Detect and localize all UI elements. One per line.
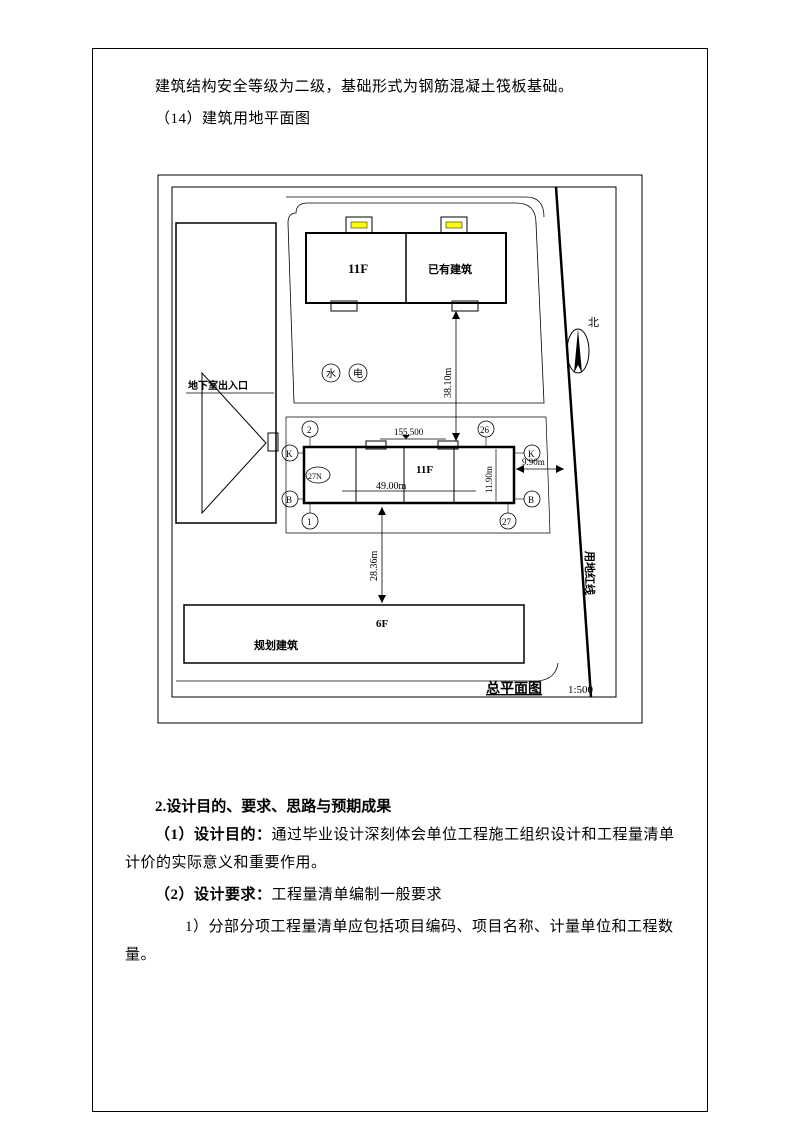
svg-text:27: 27 [502, 517, 512, 527]
section-2-title: 2.设计目的、要求、思路与预期成果 [125, 793, 675, 821]
site-plan-diagram: 用地红线 北 11F 已有建筑 [125, 173, 675, 733]
svg-text:11F: 11F [416, 464, 433, 476]
p-sub1: 1）分部分项工程量清单应包括项目编码、项目名称、计量单位和工程数量。 [125, 913, 675, 969]
svg-text:49.00m: 49.00m [376, 481, 407, 492]
label-require: （2）设计要求： [155, 887, 272, 903]
svg-text:用地红线: 用地红线 [583, 551, 597, 595]
svg-text:K: K [286, 449, 293, 459]
svg-text:总平面图: 总平面图 [486, 680, 542, 697]
svg-text:28.36m: 28.36m [369, 551, 380, 582]
svg-text:规划建筑: 规划建筑 [254, 638, 298, 652]
p-purpose: （1）设计目的：通过毕业设计深刻体会单位工程施工组织设计和工程量清单计价的实际意… [125, 821, 675, 877]
svg-text:B: B [528, 495, 534, 505]
svg-text:6F: 6F [376, 618, 389, 630]
intro-line-1: 建筑结构安全等级为二级，基础形式为钢筋混凝土筏板基础。 [125, 73, 675, 101]
svg-text:1: 1 [307, 517, 312, 527]
svg-text:已有建筑: 已有建筑 [428, 262, 472, 276]
svg-text:地下室出入口: 地下室出入口 [188, 379, 248, 392]
svg-text:北: 北 [588, 316, 599, 329]
svg-text:11F: 11F [348, 261, 368, 276]
svg-text:38.10m: 38.10m [443, 368, 454, 399]
svg-text:1:500: 1:500 [568, 684, 594, 696]
svg-text:B: B [286, 495, 292, 505]
svg-text:11.90m: 11.90m [484, 466, 494, 493]
site-plan-svg: 用地红线 北 11F 已有建筑 [146, 173, 654, 733]
p-require: （2）设计要求：工程量清单编制一般要求 [125, 881, 675, 909]
svg-text:27N: 27N [308, 472, 322, 481]
svg-text:水: 水 [326, 368, 336, 380]
svg-text:26: 26 [480, 425, 490, 435]
svg-text:2: 2 [307, 425, 312, 435]
intro-line-2: （14）建筑用地平面图 [125, 105, 675, 133]
svg-text:电: 电 [353, 367, 363, 380]
label-purpose: （1）设计目的： [155, 827, 272, 843]
text-require: 工程量清单编制一般要求 [272, 887, 443, 903]
svg-text:9.90m: 9.90m [522, 457, 545, 467]
svg-text:155,500: 155,500 [394, 427, 424, 437]
